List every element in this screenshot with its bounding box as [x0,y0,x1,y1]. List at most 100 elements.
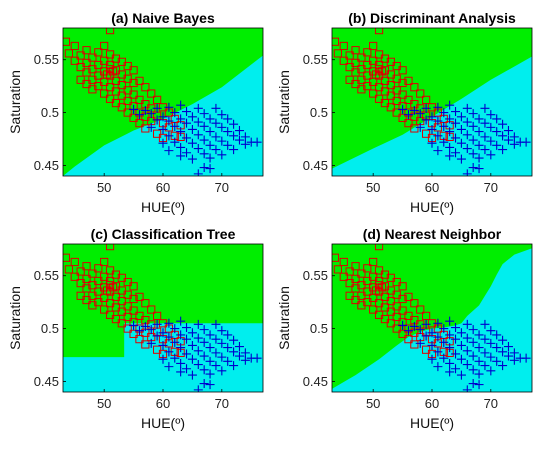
point-class-2 [445,114,455,124]
point-class-2 [415,338,425,348]
point-class-1 [82,262,91,271]
point-class-1 [332,253,340,262]
point-class-2 [433,102,443,112]
point-class-2 [486,326,496,336]
point-class-2 [480,132,490,142]
point-class-1 [363,48,372,57]
point-class-2 [409,105,419,115]
point-class-1 [105,281,115,290]
point-class-2 [205,369,215,379]
point-class-1 [105,28,115,35]
point-class-2 [486,150,496,160]
point-class-1 [380,76,390,85]
point-class-2 [445,100,455,110]
point-class-1 [111,76,121,85]
point-class-1 [123,290,132,299]
point-class-2 [439,121,449,131]
point-class-2 [170,137,180,147]
y-tick-label: 0.5 [310,105,328,120]
point-class-2 [451,323,461,333]
point-class-2 [193,103,203,113]
point-class-2 [199,379,209,389]
point-class-1 [410,124,419,133]
point-class-2 [398,104,408,114]
point-class-1 [129,66,138,75]
point-class-1 [345,291,354,300]
point-class-1 [82,274,91,283]
point-class-2 [480,319,490,329]
point-class-2 [199,109,209,119]
point-class-2 [427,340,437,350]
point-class-2 [445,151,455,161]
point-class-1 [339,56,348,65]
point-class-1 [88,75,97,84]
point-class-2 [211,145,221,155]
point-class-2 [456,124,466,134]
point-class-1 [153,95,162,104]
point-class-2 [164,131,174,141]
point-class-1 [416,305,425,314]
point-class-2 [462,360,472,370]
point-class-2 [205,356,215,366]
point-class-1 [422,129,431,138]
point-class-2 [205,164,215,174]
point-class-1 [111,303,121,312]
point-class-2 [193,333,203,343]
point-class-2 [176,100,186,110]
point-class-1 [105,266,115,275]
point-class-1 [374,71,384,80]
point-class-1 [123,61,132,71]
point-class-2 [170,353,180,363]
point-class-2 [176,127,186,137]
point-class-1 [88,291,97,300]
point-class-2 [193,385,203,392]
point-class-2 [158,124,168,134]
point-class-2 [451,148,461,158]
point-class-1 [88,269,97,278]
point-class-1 [111,314,121,324]
point-class-2 [427,124,437,134]
point-class-1 [392,96,401,106]
point-class-2 [164,347,174,357]
chart-title-classification-tree: (c) Classification Tree [91,226,236,242]
point-class-1 [129,329,138,338]
point-class-1 [64,49,73,58]
point-class-1 [111,98,121,108]
point-class-2 [498,131,508,141]
point-class-1 [117,307,126,316]
point-class-1 [76,291,85,300]
chart-title-nearest-neighbor: (d) Nearest Neighbor [363,226,502,242]
point-class-2 [468,163,478,173]
point-class-1 [345,267,354,276]
point-class-1 [363,287,372,296]
point-class-1 [339,257,348,267]
point-class-1 [422,311,431,320]
y-tick-label: 0.5 [41,105,59,120]
point-class-1 [386,80,395,90]
point-class-1 [374,287,384,296]
point-class-2 [474,127,484,137]
point-class-1 [117,286,126,295]
point-class-2 [152,103,162,113]
point-class-1 [357,281,366,290]
point-class-1 [64,265,73,274]
point-class-2 [211,334,221,344]
point-class-1 [374,299,384,308]
y-tick-label: 0.45 [34,374,59,389]
point-class-1 [404,119,413,128]
point-class-2 [486,122,496,132]
point-class-1 [63,37,71,46]
point-class-2 [492,127,502,137]
point-class-2 [176,343,186,353]
point-class-2 [503,351,513,361]
point-class-1 [123,96,132,106]
point-class-2 [462,130,472,140]
point-class-2 [146,109,156,119]
panel-classification-tree: 50 60 70 0.45 0.5 0.55 (c) Classification Tree… [7,226,264,431]
point-class-1 [123,312,132,322]
point-class-2 [421,103,431,113]
point-class-2 [462,346,472,356]
point-class-2 [205,380,215,390]
point-class-1 [380,87,390,96]
